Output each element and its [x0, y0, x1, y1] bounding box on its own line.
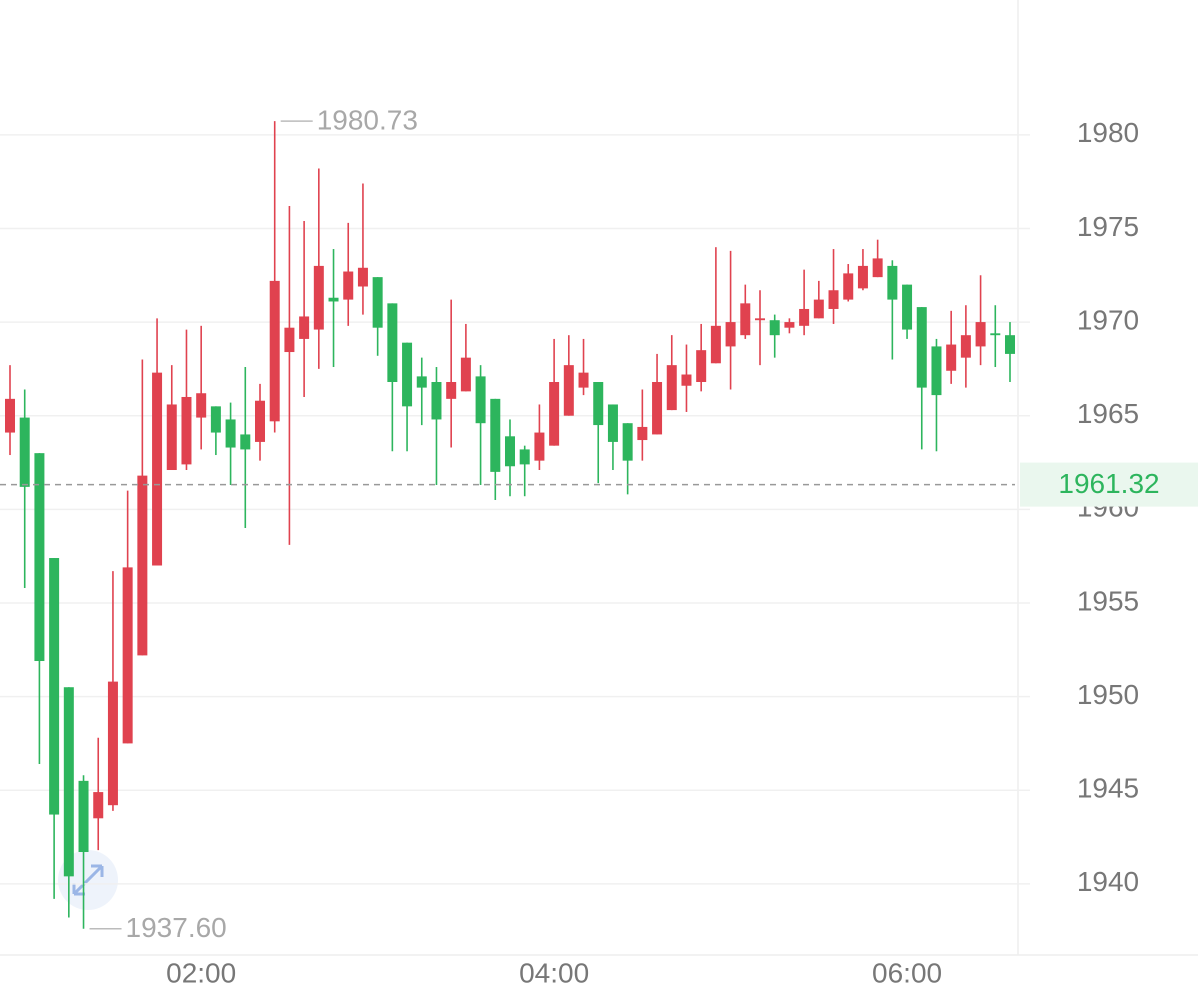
candle-body: [240, 434, 251, 450]
candle-body: [681, 374, 692, 386]
candle-body: [637, 426, 648, 441]
candle-body: [372, 277, 383, 328]
candle-body: [255, 400, 266, 442]
candle-body: [740, 303, 751, 336]
x-tick-label: 02:00: [166, 957, 236, 988]
candle-body: [49, 558, 60, 815]
y-tick-label: 1965: [1077, 398, 1139, 429]
candle-body: [313, 265, 324, 330]
candle-body: [475, 376, 486, 424]
candle-body: [19, 417, 30, 487]
candle-body: [490, 398, 501, 472]
candle-body: [460, 357, 471, 392]
candle-body: [519, 449, 530, 465]
candle-body: [549, 382, 560, 446]
candle-body: [593, 382, 604, 426]
candle-body: [343, 271, 354, 300]
candle-body: [931, 346, 942, 396]
annotation-label: 1980.73: [317, 105, 418, 136]
candle-body: [652, 382, 663, 435]
candle-body: [799, 308, 810, 326]
candle-body: [181, 396, 192, 465]
candle-body: [843, 273, 854, 300]
candle-body: [946, 344, 957, 371]
y-tick-label: 1970: [1077, 304, 1139, 335]
candle-body: [975, 322, 986, 347]
candle-body: [416, 376, 427, 388]
candle-body: [563, 365, 574, 416]
candle-body: [284, 327, 295, 353]
last-price-box: [1020, 462, 1198, 507]
candle-body: [696, 350, 707, 382]
y-tick-label: 1950: [1077, 679, 1139, 710]
y-tick-label: 1980: [1077, 117, 1139, 148]
x-tick-label: 04:00: [519, 957, 589, 988]
candle-body: [299, 316, 310, 339]
x-tick-label: 06:00: [872, 957, 942, 988]
candle-body: [210, 406, 221, 433]
candle-body: [784, 322, 795, 328]
candle-body: [769, 320, 780, 336]
y-tick-label: 1940: [1077, 866, 1139, 897]
candle-body: [269, 280, 280, 422]
candle-body: [402, 342, 413, 407]
annotation-label: 1937.60: [126, 912, 227, 943]
candle-body: [357, 267, 368, 287]
candle-body: [107, 681, 118, 806]
candle-body: [887, 265, 898, 300]
candle-body: [63, 687, 74, 877]
candle-body: [725, 322, 736, 347]
candle-body: [872, 258, 883, 278]
candle-body: [916, 307, 927, 388]
candle-body: [710, 325, 721, 364]
candle-body: [666, 365, 677, 411]
candle-body: [152, 372, 163, 566]
candle-body: [387, 303, 398, 382]
candle-body: [754, 318, 765, 321]
candle-body: [122, 567, 133, 744]
candle-body: [828, 290, 839, 309]
candle-body: [196, 393, 207, 418]
candle-body: [902, 284, 913, 330]
candle-body: [534, 432, 545, 461]
last-price-label: 1961.32: [1058, 468, 1159, 499]
candle-body: [505, 436, 515, 467]
y-tick-label: 1945: [1077, 773, 1139, 804]
candle-body: [622, 423, 633, 461]
candle-body: [1004, 335, 1015, 354]
candle-body: [225, 419, 236, 448]
candle-body: [93, 792, 104, 819]
icon-arrows[interactable]: [72, 864, 104, 896]
candle-body: [813, 299, 824, 319]
candle-body: [960, 335, 971, 358]
candle-body: [78, 780, 89, 853]
candle-body: [137, 475, 148, 656]
candle-body: [857, 265, 868, 289]
candle-body: [446, 382, 457, 399]
candle-body: [166, 404, 177, 471]
candle-body: [578, 372, 589, 388]
candle-body: [990, 333, 1001, 336]
y-tick-label: 1975: [1077, 211, 1139, 242]
candle-body: [328, 297, 339, 302]
y-tick-label: 1955: [1077, 585, 1139, 616]
candle-body: [431, 382, 442, 420]
candle-body: [607, 404, 618, 442]
candle-body: [5, 398, 16, 433]
candle-body: [34, 453, 45, 662]
